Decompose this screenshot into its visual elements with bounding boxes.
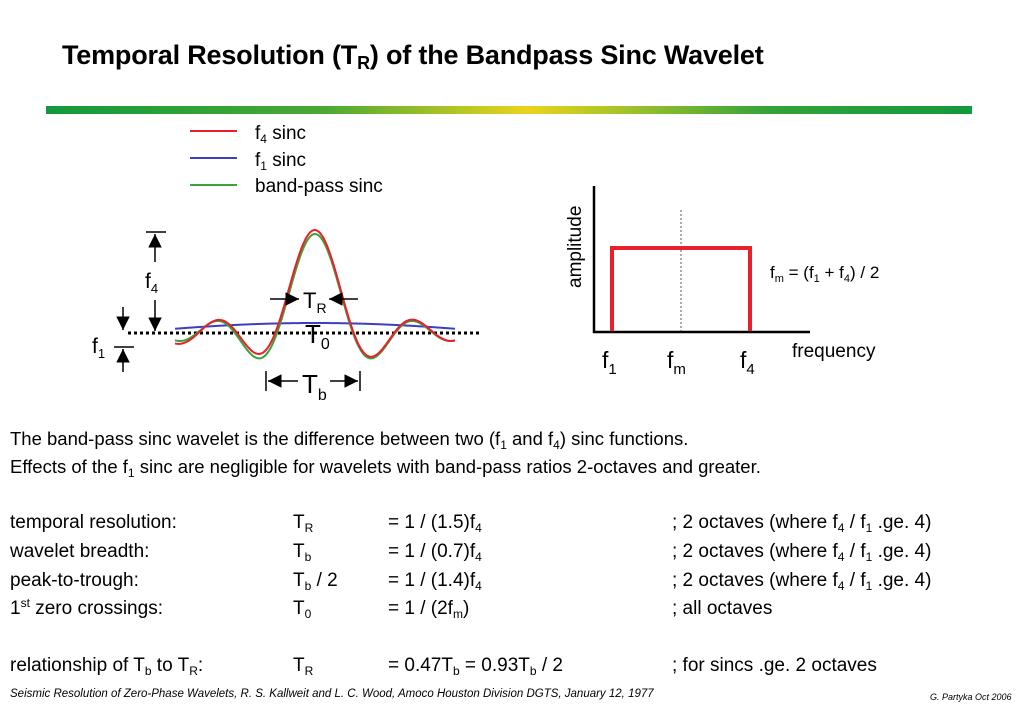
- row-label: peak-to-trough:: [10, 570, 139, 591]
- row-equation: = 1 / (1.5)f4: [388, 512, 482, 535]
- row-symbol: TR: [293, 512, 314, 535]
- row-equation: = 1 / (1.4)f4: [388, 570, 482, 593]
- legend: f4 sinc f1 sinc band-pass sinc: [190, 123, 383, 197]
- row-note: ; all octaves: [672, 598, 773, 619]
- row-symbol: Tb / 2: [293, 570, 338, 593]
- tb-label: Tb: [302, 369, 327, 404]
- boxcar-spectrum: [610, 246, 752, 331]
- spectrum-plot: amplitude frequency f1 fm f4 fm = (f1 + …: [565, 186, 879, 378]
- row-label: 1st zero crossings:: [10, 596, 163, 619]
- fm-formula: fm = (f1 + f4) / 2: [770, 263, 879, 285]
- row-note: ; 2 octaves (where f4 / f1 .ge. 4): [672, 541, 932, 564]
- tr-label: TR: [303, 288, 327, 316]
- tick-f1: f1: [602, 347, 617, 378]
- legend-item-bandpass: band-pass sinc: [255, 176, 383, 197]
- f4-amplitude-label: f4: [145, 270, 158, 296]
- bandpass-sinc-curve: [174, 232, 456, 360]
- row-note: ; 2 octaves (where f4 / f1 .ge. 4): [672, 570, 932, 593]
- legend-item-f4: f4 sinc: [255, 123, 306, 146]
- row-symbol: Tb: [293, 541, 312, 564]
- row-note: ; 2 octaves (where f4 / f1 .ge. 4): [672, 512, 932, 535]
- row-symbol: TR: [293, 655, 314, 678]
- figure: f4 sinc f1 sinc band-pass sinc f4 f1 TR …: [92, 123, 879, 404]
- row-label: wavelet breadth:: [10, 541, 150, 562]
- t0-label: T0: [305, 319, 330, 353]
- frequency-axis-label: frequency: [792, 341, 876, 362]
- tick-f4: f4: [740, 347, 755, 378]
- wavelet-plot: f4 f1 TR T0 Tb: [92, 228, 482, 404]
- amplitude-axis-label: amplitude: [565, 206, 586, 288]
- f1-sinc-curve: [174, 322, 456, 330]
- row-symbol: T0: [293, 598, 312, 621]
- description-line-1: The band-pass sinc wavelet is the differ…: [10, 428, 689, 452]
- tick-fm: fm: [667, 347, 686, 378]
- page-title: Temporal Resolution (TR) of the Bandpass…: [62, 40, 764, 73]
- row-equation: = 0.47Tb = 0.93Tb / 2: [388, 655, 563, 678]
- row-equation: = 1 / (2fm): [388, 598, 470, 621]
- title-divider: [46, 106, 972, 114]
- row-equation: = 1 / (0.7)f4: [388, 541, 482, 564]
- row-label: temporal resolution:: [10, 512, 177, 533]
- legend-item-f1: f1 sinc: [255, 150, 306, 173]
- f1-amplitude-label: f1: [92, 335, 105, 361]
- row-label: relationship of Tb to TR:: [10, 655, 204, 678]
- row-note: ; for sincs .ge. 2 octaves: [672, 655, 877, 676]
- description-line-2: Effects of the f1 sinc are negligible fo…: [10, 456, 761, 480]
- author-credit: G. Partyka Oct 2006: [930, 692, 1012, 702]
- citation: Seismic Resolution of Zero-Phase Wavelet…: [10, 688, 654, 700]
- f4-sinc-curve: [174, 228, 456, 358]
